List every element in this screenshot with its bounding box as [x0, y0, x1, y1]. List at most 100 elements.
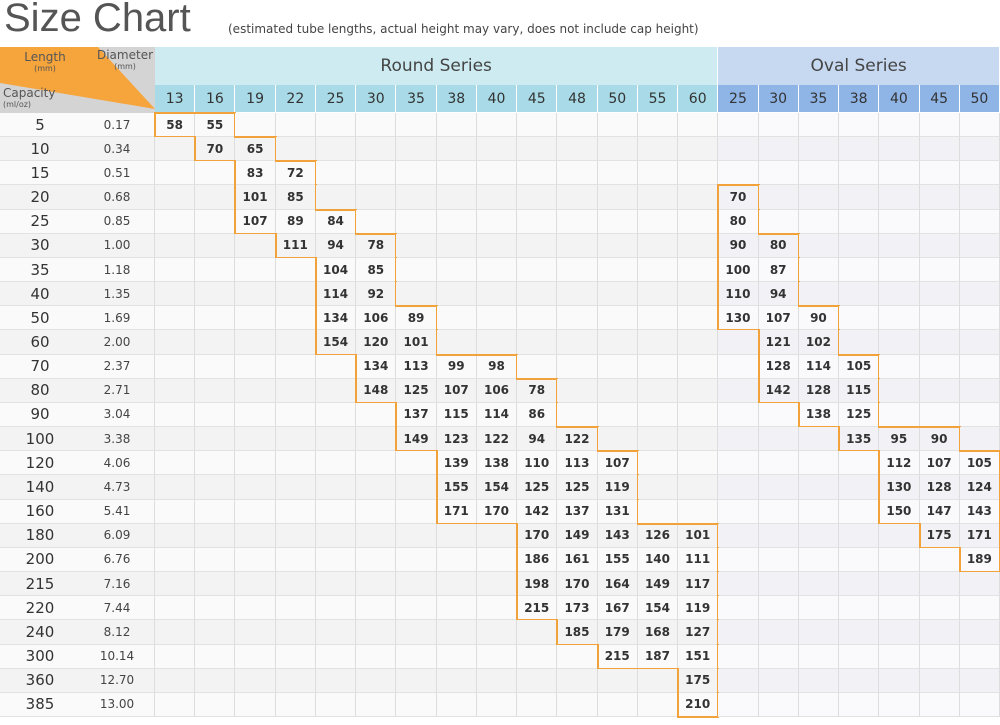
diameter-header: 22: [275, 85, 316, 112]
cell: [798, 596, 840, 621]
oz: 6.09: [80, 523, 155, 548]
cell: [879, 306, 920, 331]
cell: [557, 668, 598, 693]
cell: [315, 185, 357, 210]
diameter-header: 38: [436, 85, 477, 112]
cell: [275, 257, 316, 283]
cell: [839, 257, 880, 283]
length-cell: 107: [235, 209, 276, 234]
cell: [718, 692, 759, 717]
cell: [155, 596, 196, 621]
cell: [275, 692, 316, 717]
length-cell: 121: [758, 330, 799, 355]
cell: [315, 644, 357, 669]
cell: [879, 354, 920, 379]
cell: [919, 185, 960, 210]
cell: [879, 113, 920, 138]
cell: [718, 330, 759, 355]
length-cell: 112: [879, 451, 920, 476]
cell: [155, 137, 196, 162]
length-cell: 80: [758, 233, 799, 258]
cell: [396, 668, 437, 693]
length-cell: 137: [396, 402, 437, 428]
length-cell: 168: [637, 620, 679, 645]
length-cell: 95: [879, 427, 920, 452]
cell: [758, 161, 799, 186]
cell: [839, 185, 880, 210]
cell: [637, 233, 679, 258]
cell: [195, 668, 236, 693]
length-cell: 185: [557, 620, 598, 645]
length-cell: 70: [718, 185, 759, 210]
cell: [356, 402, 397, 428]
cell: [195, 620, 236, 645]
cell: [718, 572, 759, 597]
cell: [919, 113, 960, 138]
corner-triangle: [0, 47, 155, 109]
oz: 10.14: [80, 644, 155, 669]
cell: [436, 209, 477, 234]
cell: [678, 306, 719, 331]
cell: [637, 137, 679, 162]
cell: [718, 596, 759, 621]
oz: 7.44: [80, 596, 155, 621]
length-cell: 140: [637, 547, 679, 573]
cell: [315, 161, 357, 186]
cell: [718, 427, 759, 452]
cell: [195, 185, 236, 210]
cell: [275, 475, 316, 500]
series-header: Oval Series: [718, 47, 1000, 85]
length-cell: 135: [839, 427, 880, 452]
cell: [275, 547, 316, 573]
cell: [798, 668, 840, 693]
cell: [396, 523, 437, 548]
cell: [839, 596, 880, 621]
cell: [195, 306, 236, 331]
cell: [155, 475, 196, 500]
cell: [597, 185, 638, 210]
cell: [155, 233, 196, 258]
length-cell: 210: [678, 692, 719, 717]
length-cell: 65: [235, 137, 276, 162]
cell: [919, 596, 960, 621]
oz: 4.06: [80, 451, 155, 476]
cell: [557, 354, 598, 379]
length-cell: 164: [597, 572, 638, 597]
length-cell: 142: [758, 378, 799, 403]
cell: [919, 233, 960, 258]
cell: [758, 499, 799, 524]
cell: [959, 644, 1000, 669]
length-cell: 125: [839, 402, 880, 428]
cell: [758, 137, 799, 162]
oz: 0.85: [80, 209, 155, 234]
cell: [597, 427, 638, 452]
cell: [436, 668, 477, 693]
cell: [959, 257, 1000, 283]
cell: [275, 402, 316, 428]
cell: [919, 402, 960, 428]
cell: [356, 499, 397, 524]
oz: 1.00: [80, 233, 155, 258]
cell: [315, 547, 357, 573]
diameter-header: 40: [879, 85, 920, 112]
cell: [396, 113, 437, 138]
oz: 0.68: [80, 185, 155, 210]
cell: [396, 475, 437, 500]
cell: [718, 644, 759, 669]
cell: [195, 427, 236, 452]
capacity: 300: [0, 644, 80, 669]
cell: [919, 137, 960, 162]
cell: [195, 378, 236, 403]
cell: [839, 233, 880, 258]
oz: 1.35: [80, 282, 155, 307]
cell: [195, 209, 236, 234]
cell: [919, 547, 960, 573]
cell: [315, 427, 357, 452]
cell: [155, 257, 196, 283]
cell: [557, 161, 598, 186]
cell: [879, 161, 920, 186]
length-cell: 87: [758, 257, 799, 283]
cell: [678, 451, 719, 476]
cell: [396, 282, 437, 307]
cell: [959, 596, 1000, 621]
